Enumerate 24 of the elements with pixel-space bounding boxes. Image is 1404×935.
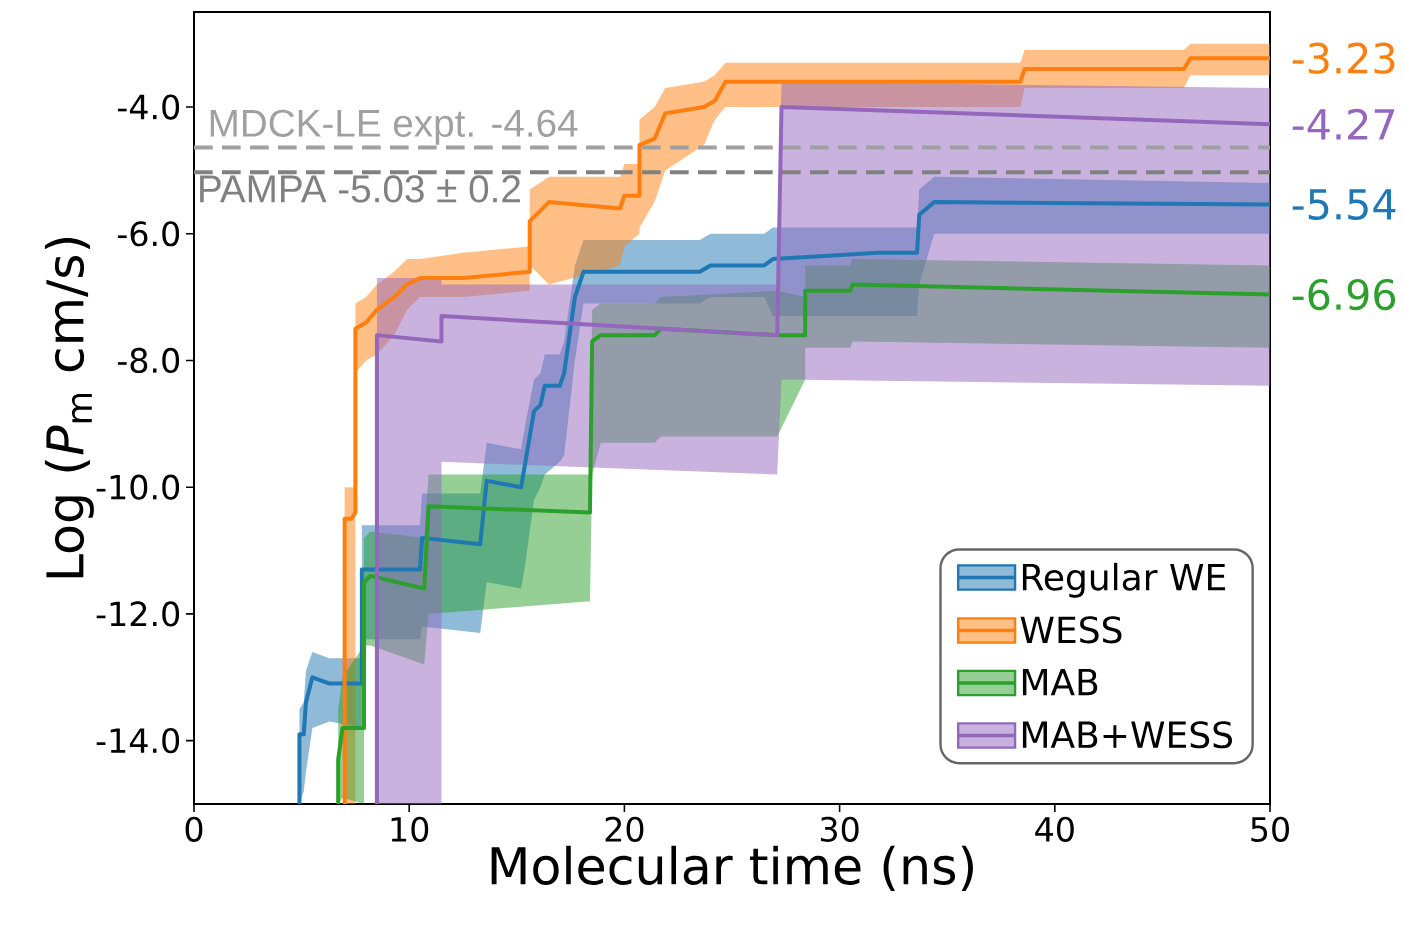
x-tick-label: 30 [820,816,859,842]
legend-label: MAB+WESS [1022,721,1233,749]
y-tick-label: -4.0 [117,94,180,120]
x-axis-title: Molecular time (ns) [491,845,973,891]
y-tick-label: -8.0 [117,347,180,374]
legend-label: MAB [1022,668,1098,696]
x-tick-label: 10 [391,816,429,842]
x-tick-label: 20 [605,816,644,842]
legend-label: WESS [1020,616,1122,644]
legend-label: Regular WE [1022,562,1225,598]
x-tick-label: 50 [1251,816,1289,842]
y-tick-label: -14.0 [96,728,180,754]
text: -6.96 [1292,278,1396,311]
text: -4.27 [1292,108,1395,140]
y-tick-label: -12.0 [96,601,180,627]
y-tick-label: -10.0 [96,474,180,500]
x-tick-label: 40 [1035,816,1074,842]
text: -3.23 [1292,42,1395,74]
y-axis-title: Log (P$_{m}$ cm/s) [44,238,94,578]
ref-line-label: MDCK-LE expt. -4.64 [210,109,578,145]
text: -5.54 [1292,189,1396,220]
x-tick-label: 0 [185,816,203,842]
y-tick-label: -6.0 [117,221,180,247]
ref-line-label: PAMPA -5.03 ± 0.2 [200,175,520,203]
